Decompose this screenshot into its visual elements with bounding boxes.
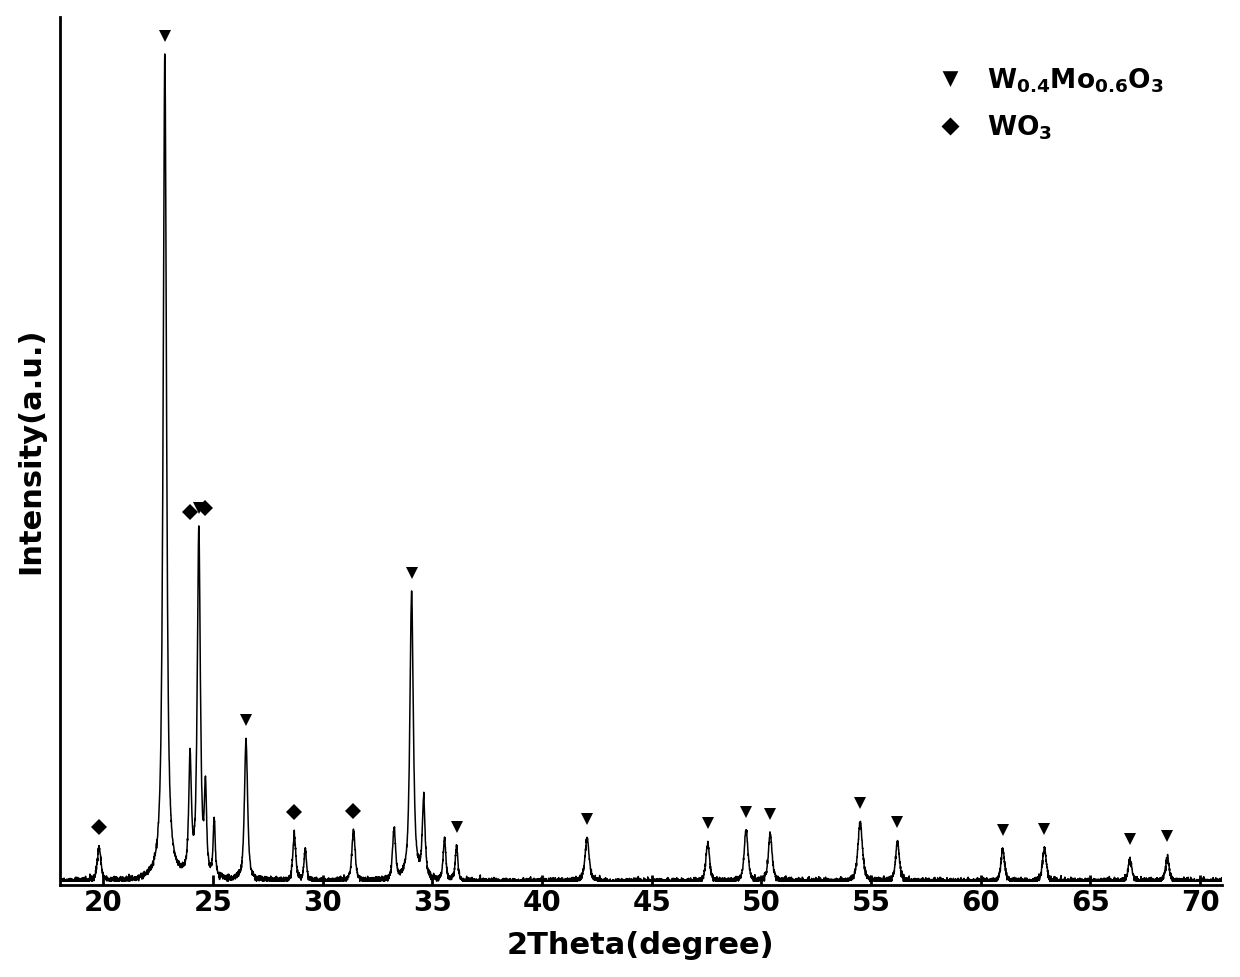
X-axis label: 2Theta(degree): 2Theta(degree) bbox=[507, 931, 775, 960]
Y-axis label: Intensity(a.u.): Intensity(a.u.) bbox=[16, 327, 46, 573]
Legend: $\mathbf{W_{0.4}Mo_{0.6}O_3}$, $\mathbf{WO_3}$: $\mathbf{W_{0.4}Mo_{0.6}O_3}$, $\mathbf{… bbox=[913, 56, 1174, 152]
